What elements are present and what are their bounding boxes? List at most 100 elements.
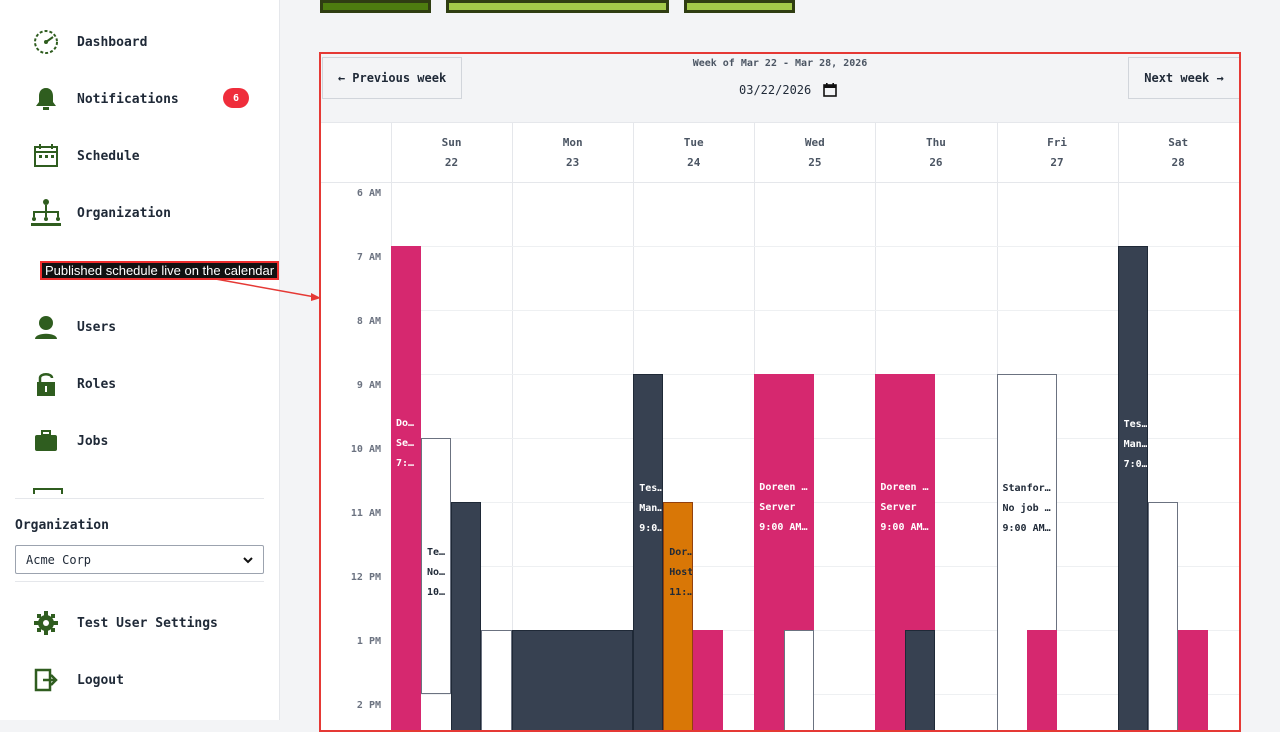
event-line: Te… [427,547,446,558]
briefcase-icon [30,427,62,455]
sidebar-item-organization[interactable]: Organization [30,198,260,228]
event-line: 9:00 AM… [880,522,929,533]
week-date-input[interactable]: 03/22/2026 [739,81,854,99]
day-date: 24 [687,156,701,169]
hour-line [391,310,1239,311]
gear-icon [30,609,62,637]
sidebar-item-jobs[interactable]: Jobs [30,426,260,456]
sidebar-item-dashboard[interactable]: Dashboard [30,27,260,57]
event-text: Do… Se… 7:… [396,246,421,474]
logout-icon [30,666,62,694]
shift-event[interactable] [693,630,724,730]
top-button-3[interactable] [684,0,795,13]
sidebar-item-settings[interactable]: Test User Settings [30,608,260,638]
time-label: 8 AM [356,316,381,327]
event-line: No… [427,567,446,578]
shift-event[interactable]: Tes… Man… 9:0… [633,374,664,730]
day-header-thu: Thu 26 [875,122,996,182]
day-name: Sat [1168,136,1189,149]
event-text: Tes… Man… 7:0… [1124,247,1147,475]
previous-week-button[interactable]: ← Previous week [322,57,462,99]
time-label: 1 PM [356,636,381,647]
dashboard-icon [30,28,62,56]
event-line: Se… [396,438,415,449]
lock-icon [30,370,62,398]
day-header-wed: Wed 25 [754,122,875,182]
sidebar-divider [15,498,264,499]
week-grid: Sun 22 Mon 23 Tue 24 Wed 25 Thu 26 Fri 27 Sat 28 6 AM 7… [321,122,1239,730]
day-header-fri: Fri 27 [997,122,1118,182]
day-column-divider [512,122,514,730]
event-text: Doreen … Server 9:00 AM… [880,374,935,538]
shift-event[interactable]: Tes… Man… 7:0… [1117,246,1148,730]
time-label: 12 PM [350,572,381,583]
hour-line [391,630,1239,631]
sidebar-item-logout[interactable]: Logout [30,665,260,695]
sidebar-item-schedule[interactable]: Schedule [30,141,260,171]
shift-event[interactable] [784,630,815,730]
event-line: 7:0… [1123,459,1147,470]
event-line: 7:… [396,458,415,469]
organization-select[interactable]: Acme Corp [15,545,264,574]
sidebar: Dashboard Notifications 6 Schedule Organ… [0,0,280,720]
hour-line [391,566,1239,567]
hour-line [391,246,1239,247]
shift-event[interactable] [481,630,513,730]
event-line: Tes… [639,483,663,494]
event-line: Doreen … [880,482,929,493]
top-button-2[interactable] [446,0,669,13]
event-line: Server [759,502,796,513]
shift-event[interactable] [1147,502,1178,730]
event-line: 10… [427,587,446,598]
shift-event[interactable] [451,502,481,730]
day-header-tue: Tue 24 [633,122,754,182]
calendar-header: ← Previous week Week of Mar 22 - Mar 28,… [321,54,1239,122]
event-line: 9:00 AM… [1002,523,1051,534]
sidebar-item-label: Roles [77,376,117,392]
day-date: 22 [444,156,459,169]
event-line: Doreen … [759,482,808,493]
schedule-calendar: ← Previous week Week of Mar 22 - Mar 28,… [319,52,1241,732]
event-text: Dor… Host 11:… [669,503,692,603]
event-line: Man… [1123,439,1147,450]
event-text: Tes… Man… 9:0… [639,375,662,539]
sidebar-item-label: Organization [77,205,171,221]
sidebar-item-users[interactable]: Users [30,312,260,342]
bell-icon [30,85,62,113]
time-label: 2 PM [356,700,381,711]
hour-line [391,502,1239,503]
shift-event[interactable]: Do… Se… 7:… [391,246,421,730]
header-top-divider [321,122,1239,123]
annotation-label: Published schedule live on the calendar [40,261,280,280]
time-label: 6 AM [356,188,381,199]
organization-label: Organization [15,518,109,533]
day-name: Thu [926,136,946,149]
shift-event[interactable]: Te… No… 10… [421,438,451,694]
calendar-picker-icon[interactable] [823,83,838,97]
date-value: 03/22/2026 [739,83,812,97]
day-date: 28 [1171,156,1185,169]
event-line: Man… [639,503,663,514]
sidebar-item-roles[interactable]: Roles [30,369,260,399]
event-line: 11:… [669,587,693,598]
next-week-button[interactable]: Next week → [1128,57,1239,99]
time-label: 7 AM [356,252,381,263]
event-text: Doreen … Server 9:00 AM… [759,374,814,538]
shift-event[interactable] [512,630,634,730]
sidebar-item-label: Dashboard [77,34,148,50]
shift-event[interactable] [1177,630,1208,730]
shift-event[interactable] [905,630,936,730]
event-text: Te… No… 10… [427,439,450,603]
top-button-1[interactable] [320,0,431,13]
day-header-mon: Mon 23 [512,122,633,182]
day-date: 26 [929,156,943,169]
calendar-icon [30,142,62,170]
week-range-label: Week of Mar 22 - Mar 28, 2026 [692,58,868,69]
event-line: 9:0… [639,523,663,534]
sidebar-divider [15,581,264,582]
sidebar-item-notifications[interactable]: Notifications 6 [30,84,260,114]
header-divider [321,182,1239,183]
day-header-sun: Sun 22 [391,122,512,182]
shift-event[interactable] [1026,630,1057,730]
shift-event[interactable]: Dor… Host 11:… [663,502,694,730]
